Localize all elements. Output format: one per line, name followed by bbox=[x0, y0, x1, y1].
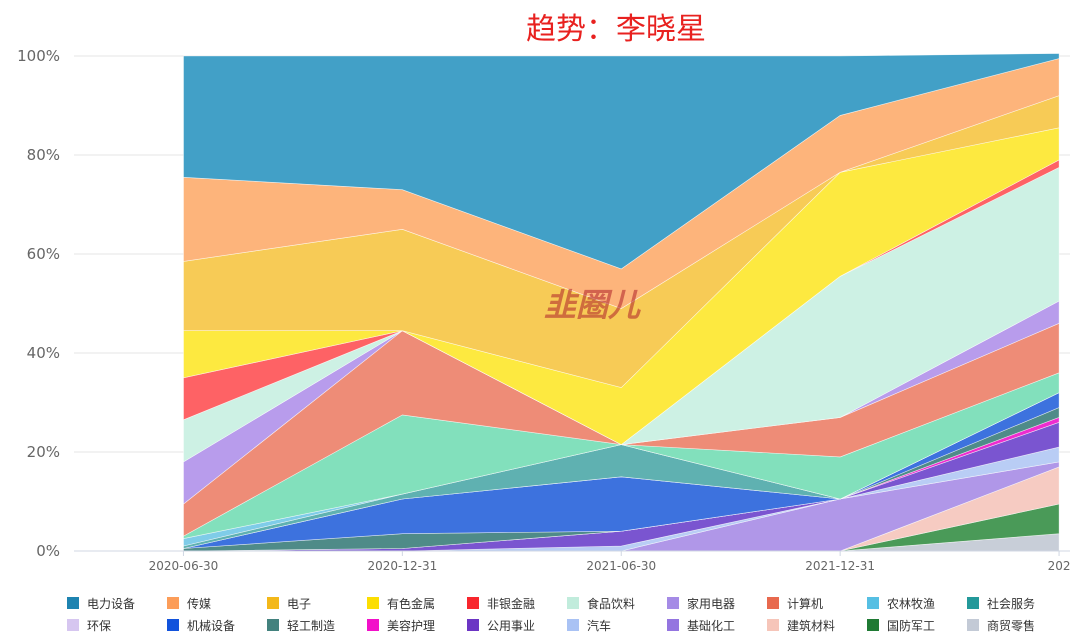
legend-label: 非银金融 bbox=[487, 596, 535, 611]
area-series[interactable] bbox=[183, 53, 1060, 270]
legend-label: 商贸零售 bbox=[987, 618, 1035, 633]
legend-label: 环保 bbox=[87, 619, 111, 633]
y-tick-label: 0% bbox=[36, 542, 60, 560]
legend-label: 美容护理 bbox=[387, 618, 435, 633]
legend-label: 电子 bbox=[287, 597, 311, 611]
legend-label: 食品饮料 bbox=[587, 596, 635, 611]
legend-swatch bbox=[767, 597, 779, 609]
legend-swatch bbox=[667, 619, 679, 631]
legend-label: 轻工制造 bbox=[287, 619, 335, 633]
watermark-logo: 韭圈儿 bbox=[544, 286, 641, 324]
legend-label: 基础化工 bbox=[687, 619, 735, 633]
x-tick-label: 202 bbox=[1048, 559, 1071, 573]
legend-item[interactable]: 轻工制造 bbox=[267, 619, 335, 633]
legend-item[interactable]: 国防军工 bbox=[867, 618, 935, 633]
legend-swatch bbox=[667, 597, 679, 609]
legend-swatch bbox=[67, 619, 79, 631]
legend-swatch bbox=[767, 619, 779, 631]
legend-item[interactable]: 传媒 bbox=[167, 596, 211, 611]
y-tick-label: 40% bbox=[27, 344, 60, 362]
legend-label: 社会服务 bbox=[987, 596, 1035, 611]
legend-label: 计算机 bbox=[787, 596, 823, 611]
y-tick-label: 100% bbox=[17, 47, 60, 65]
legend-item[interactable]: 汽车 bbox=[567, 618, 611, 633]
x-tick-label: 2021-12-31 bbox=[805, 559, 875, 573]
legend-item[interactable]: 家用电器 bbox=[667, 596, 735, 611]
legend-item[interactable]: 基础化工 bbox=[667, 619, 735, 633]
legend-item[interactable]: 食品饮料 bbox=[567, 596, 635, 611]
area-series-group bbox=[183, 53, 1060, 552]
legend-swatch bbox=[567, 597, 579, 609]
legend-swatch bbox=[67, 597, 79, 609]
legend-label: 农林牧渔 bbox=[887, 597, 935, 611]
legend-label: 家用电器 bbox=[687, 596, 735, 611]
legend-swatch bbox=[967, 597, 979, 609]
legend-swatch bbox=[167, 619, 179, 631]
legend-label: 国防军工 bbox=[887, 618, 935, 633]
axes: 0% 20% 40% 60% 80% 100% 2020-06-30 2020-12-31 20… bbox=[17, 47, 1070, 573]
legend-item[interactable]: 计算机 bbox=[767, 596, 823, 611]
x-tick-label: 2021-06-30 bbox=[586, 559, 656, 573]
legend-item[interactable]: 美容护理 bbox=[367, 618, 435, 633]
legend-label: 有色金属 bbox=[387, 596, 435, 611]
legend-swatch bbox=[967, 619, 979, 631]
legend-swatch bbox=[567, 619, 579, 631]
legend-label: 汽车 bbox=[587, 618, 611, 633]
legend-swatch bbox=[367, 597, 379, 609]
legend-swatch bbox=[167, 597, 179, 609]
legend-label: 建筑材料 bbox=[787, 618, 835, 633]
legend-swatch bbox=[367, 619, 379, 631]
legend-item[interactable]: 非银金融 bbox=[467, 596, 535, 611]
legend-label: 传媒 bbox=[187, 596, 211, 611]
legend-item[interactable]: 商贸零售 bbox=[967, 618, 1035, 633]
y-tick-label: 80% bbox=[27, 146, 60, 164]
legend-item[interactable]: 环保 bbox=[67, 619, 111, 633]
legend-swatch bbox=[267, 619, 279, 631]
legend-item[interactable]: 建筑材料 bbox=[767, 618, 835, 633]
legend-item[interactable]: 社会服务 bbox=[967, 596, 1035, 611]
legend-swatch bbox=[867, 619, 879, 631]
legend-item[interactable]: 电子 bbox=[267, 597, 311, 611]
legend-label: 机械设备 bbox=[187, 618, 235, 633]
legend-label: 电力设备 bbox=[87, 597, 135, 611]
legend-swatch bbox=[467, 619, 479, 631]
legend-item[interactable]: 机械设备 bbox=[167, 618, 235, 633]
x-tick-label: 2020-06-30 bbox=[149, 559, 219, 573]
x-tick-label: 2020-12-31 bbox=[367, 559, 437, 573]
chart-title: 趋势：李晓星 bbox=[526, 12, 706, 47]
legend-label: 公用事业 bbox=[487, 619, 535, 633]
legend-swatch bbox=[267, 597, 279, 609]
legend-item[interactable]: 电力设备 bbox=[67, 597, 135, 611]
legend-item[interactable]: 公用事业 bbox=[467, 619, 535, 633]
legend-item[interactable]: 农林牧渔 bbox=[867, 597, 935, 611]
y-tick-label: 20% bbox=[27, 443, 60, 461]
legend-swatch bbox=[467, 597, 479, 609]
y-tick-label: 60% bbox=[27, 245, 60, 263]
legend-item[interactable]: 有色金属 bbox=[367, 596, 435, 611]
legend-swatch bbox=[867, 597, 879, 609]
